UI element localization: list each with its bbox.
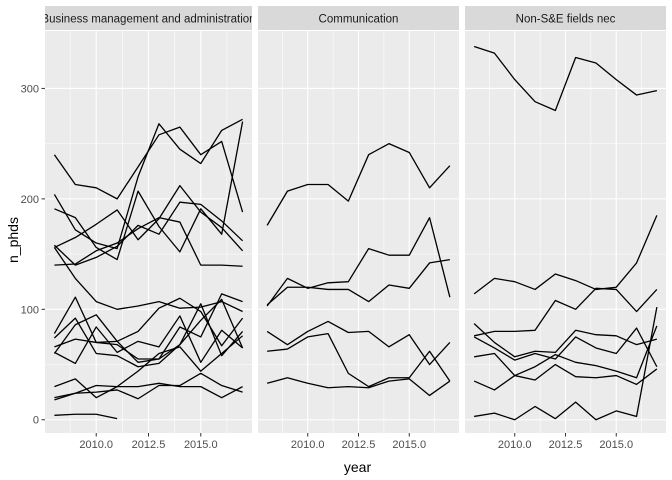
x-tick-label: 2010.0	[291, 439, 325, 451]
y-axis: 0 100 200 300	[21, 83, 45, 427]
series-line-6	[54, 216, 243, 267]
facet-panel-1: Business management and administration 20…	[41, 6, 255, 451]
series-line-9	[53, 293, 243, 363]
series-line-8	[474, 306, 658, 421]
series-line-7	[53, 247, 243, 313]
y-tick-label: 100	[21, 304, 39, 316]
x-axis-title: year	[344, 459, 372, 475]
facet-strip	[45, 6, 252, 30]
series-line-2	[53, 118, 243, 250]
series-line-5	[53, 201, 244, 266]
x-tick-label: 2012.5	[549, 439, 583, 451]
series-line-6	[266, 377, 451, 397]
series-line-13	[54, 335, 244, 399]
series-line-14	[54, 382, 243, 401]
series-line-3	[266, 258, 450, 306]
series-line-3	[54, 121, 244, 261]
facet-strip	[465, 6, 666, 30]
series-line-10	[54, 298, 244, 360]
facet-strip	[258, 6, 459, 30]
series-line-12	[53, 303, 244, 368]
x-tick-label: 2012.5	[342, 439, 376, 451]
series-line-5	[267, 332, 451, 388]
series-line-15	[54, 372, 243, 400]
facet-label: Business management and administration	[41, 14, 255, 26]
x-tick-label: 2012.5	[132, 439, 166, 451]
series-line-2	[473, 215, 658, 295]
series-line-1	[266, 142, 451, 226]
facet-label: Non-S&E fields nec	[516, 14, 616, 26]
facet-panels: Business management and administration 20…	[41, 6, 666, 451]
facet-label: Communication	[319, 14, 399, 26]
y-tick-label: 0	[33, 415, 39, 427]
x-tick-label: 2015.0	[599, 439, 633, 451]
x-tick-label: 2015.0	[392, 439, 426, 451]
series-line-4	[266, 320, 451, 366]
x-tick-label: 2010.0	[79, 439, 113, 451]
series-line-11	[54, 315, 244, 365]
series-line-5	[473, 327, 658, 368]
series-line-7	[473, 363, 658, 391]
x-tick-label: 2010.0	[498, 439, 532, 451]
series-line-16	[54, 413, 118, 420]
series-line-3	[474, 287, 658, 337]
y-tick-label: 300	[21, 83, 39, 95]
series-line-2	[266, 216, 451, 307]
y-tick-label: 200	[21, 194, 39, 206]
series-line-1	[473, 45, 657, 112]
facet-panel-3: Non-S&E fields nec 2010.0 2012.5 2015.0	[465, 6, 666, 451]
y-axis-title: n_phds	[5, 217, 21, 263]
series-line-6	[474, 325, 658, 379]
facet-panel-2: Communication 2010.0 2012.5 2015.0	[258, 6, 459, 451]
x-tick-label: 2015.0	[184, 439, 218, 451]
